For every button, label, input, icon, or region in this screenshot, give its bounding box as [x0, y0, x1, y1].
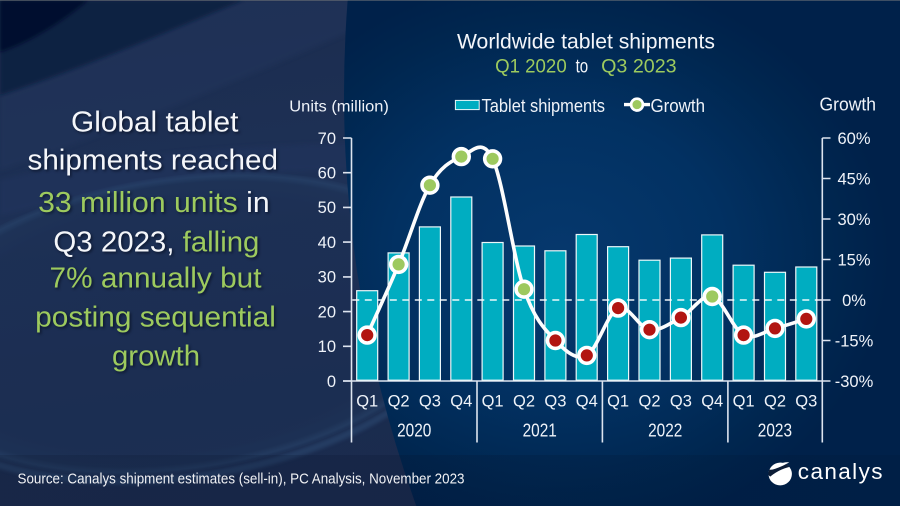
svg-text:30%: 30%	[837, 211, 870, 229]
svg-text:2022: 2022	[648, 421, 682, 441]
svg-text:60: 60	[318, 165, 336, 183]
svg-text:30: 30	[318, 269, 336, 287]
svg-text:Q3 2023: Q3 2023	[601, 55, 677, 77]
svg-text:Q2: Q2	[638, 393, 660, 411]
svg-text:Q1: Q1	[607, 393, 629, 411]
svg-text:Global tablet: Global tablet	[71, 106, 238, 138]
svg-text:Units (million): Units (million)	[289, 98, 389, 115]
svg-text:20: 20	[318, 303, 336, 321]
svg-text:Source: Canalys shipment estim: Source: Canalys shipment estimates (sell…	[18, 471, 465, 488]
svg-text:Q2: Q2	[513, 393, 535, 411]
svg-text:33 million units: 33 million units	[38, 187, 238, 219]
svg-text:Q1 2020: Q1 2020	[495, 55, 567, 77]
svg-text:growth: growth	[112, 341, 200, 373]
svg-text:50: 50	[318, 199, 336, 217]
svg-text:70: 70	[318, 130, 336, 148]
svg-text:Q1: Q1	[482, 393, 504, 411]
svg-text:Q3: Q3	[544, 393, 566, 411]
svg-text:canalys: canalys	[798, 459, 884, 484]
svg-text:Worldwide tablet shipments: Worldwide tablet shipments	[457, 30, 715, 54]
svg-text:Q4: Q4	[701, 393, 723, 411]
svg-text:posting sequential: posting sequential	[35, 302, 276, 334]
svg-text:shipments reached: shipments reached	[28, 145, 279, 177]
svg-text:-15%: -15%	[835, 332, 874, 350]
svg-text:0: 0	[327, 373, 336, 391]
svg-text:Growth: Growth	[820, 94, 877, 115]
svg-text:45%: 45%	[837, 170, 870, 188]
svg-text:-30%: -30%	[835, 373, 874, 391]
svg-text:Q3: Q3	[670, 393, 692, 411]
svg-text:to: to	[576, 55, 589, 77]
svg-text:10: 10	[318, 338, 336, 356]
svg-text:0%: 0%	[842, 292, 866, 310]
svg-text:Q4: Q4	[450, 393, 472, 411]
svg-text:7% annually but: 7% annually but	[50, 263, 262, 295]
svg-text:40: 40	[318, 234, 336, 252]
svg-text:2020: 2020	[397, 421, 431, 441]
svg-text:15%: 15%	[837, 251, 870, 269]
svg-text:2021: 2021	[523, 421, 557, 441]
svg-text:Q1: Q1	[356, 393, 378, 411]
svg-text:Q4: Q4	[576, 393, 598, 411]
svg-text:falling: falling	[183, 226, 260, 258]
svg-text:Q3: Q3	[419, 393, 441, 411]
svg-text:2023: 2023	[758, 421, 792, 441]
svg-text:Q2: Q2	[764, 393, 786, 411]
svg-text:Q2: Q2	[388, 393, 410, 411]
svg-text:60%: 60%	[837, 130, 870, 148]
svg-text:Q3: Q3	[795, 393, 817, 411]
svg-text:Q1: Q1	[733, 393, 755, 411]
svg-text:in: in	[246, 187, 270, 219]
svg-text:Growth: Growth	[651, 95, 706, 116]
svg-text:Q3 2023,: Q3 2023,	[53, 226, 174, 258]
svg-text:Tablet shipments: Tablet shipments	[482, 95, 606, 116]
